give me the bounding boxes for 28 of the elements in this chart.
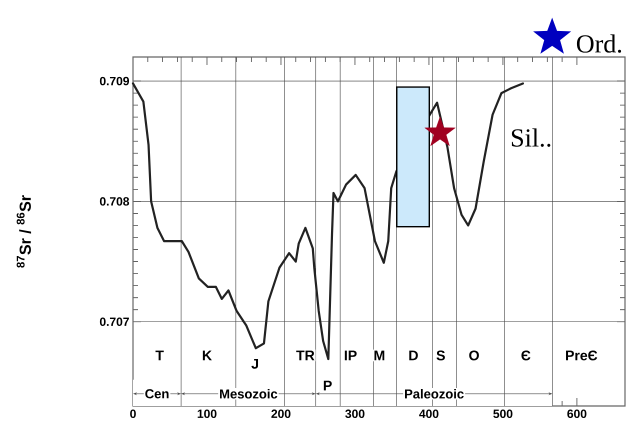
x-tick-label: 600 <box>567 410 586 418</box>
text: Ord. <box>576 34 622 53</box>
annotation: TR <box>296 350 314 360</box>
x-tick-label: 100 <box>198 410 216 418</box>
annotation: T <box>156 350 164 360</box>
annotation: K <box>202 350 212 360</box>
annotation: D <box>409 350 418 360</box>
band-label: Paleozoic <box>405 388 464 399</box>
x-tick-label: 300 <box>345 410 364 418</box>
annotation: M <box>374 350 384 360</box>
y-tick-label: 0.709 <box>100 76 130 86</box>
band-label: Mesozoic <box>220 388 278 399</box>
annotation: Є <box>521 350 530 360</box>
annotation: S <box>436 350 445 360</box>
y-tick-label: 0.708 <box>100 197 130 206</box>
y-tick-label: 0.707 <box>100 318 129 326</box>
x-tick-label: 200 <box>271 410 290 418</box>
y-axis-title: $^{87}$Sr / $^{86}$Sr <box>16 195 32 268</box>
band-label: Cen <box>145 389 169 398</box>
annotation: O <box>469 350 479 360</box>
annotation: P <box>324 380 332 390</box>
annotation: IP <box>344 350 357 360</box>
x-tick-label: 0 <box>130 410 136 418</box>
x-tick-label: 500 <box>493 410 512 418</box>
annotation: PreЄ <box>566 350 598 360</box>
x-tick-label: 400 <box>419 410 438 418</box>
text: Sil.. <box>512 128 550 147</box>
annotation: J <box>251 358 258 369</box>
